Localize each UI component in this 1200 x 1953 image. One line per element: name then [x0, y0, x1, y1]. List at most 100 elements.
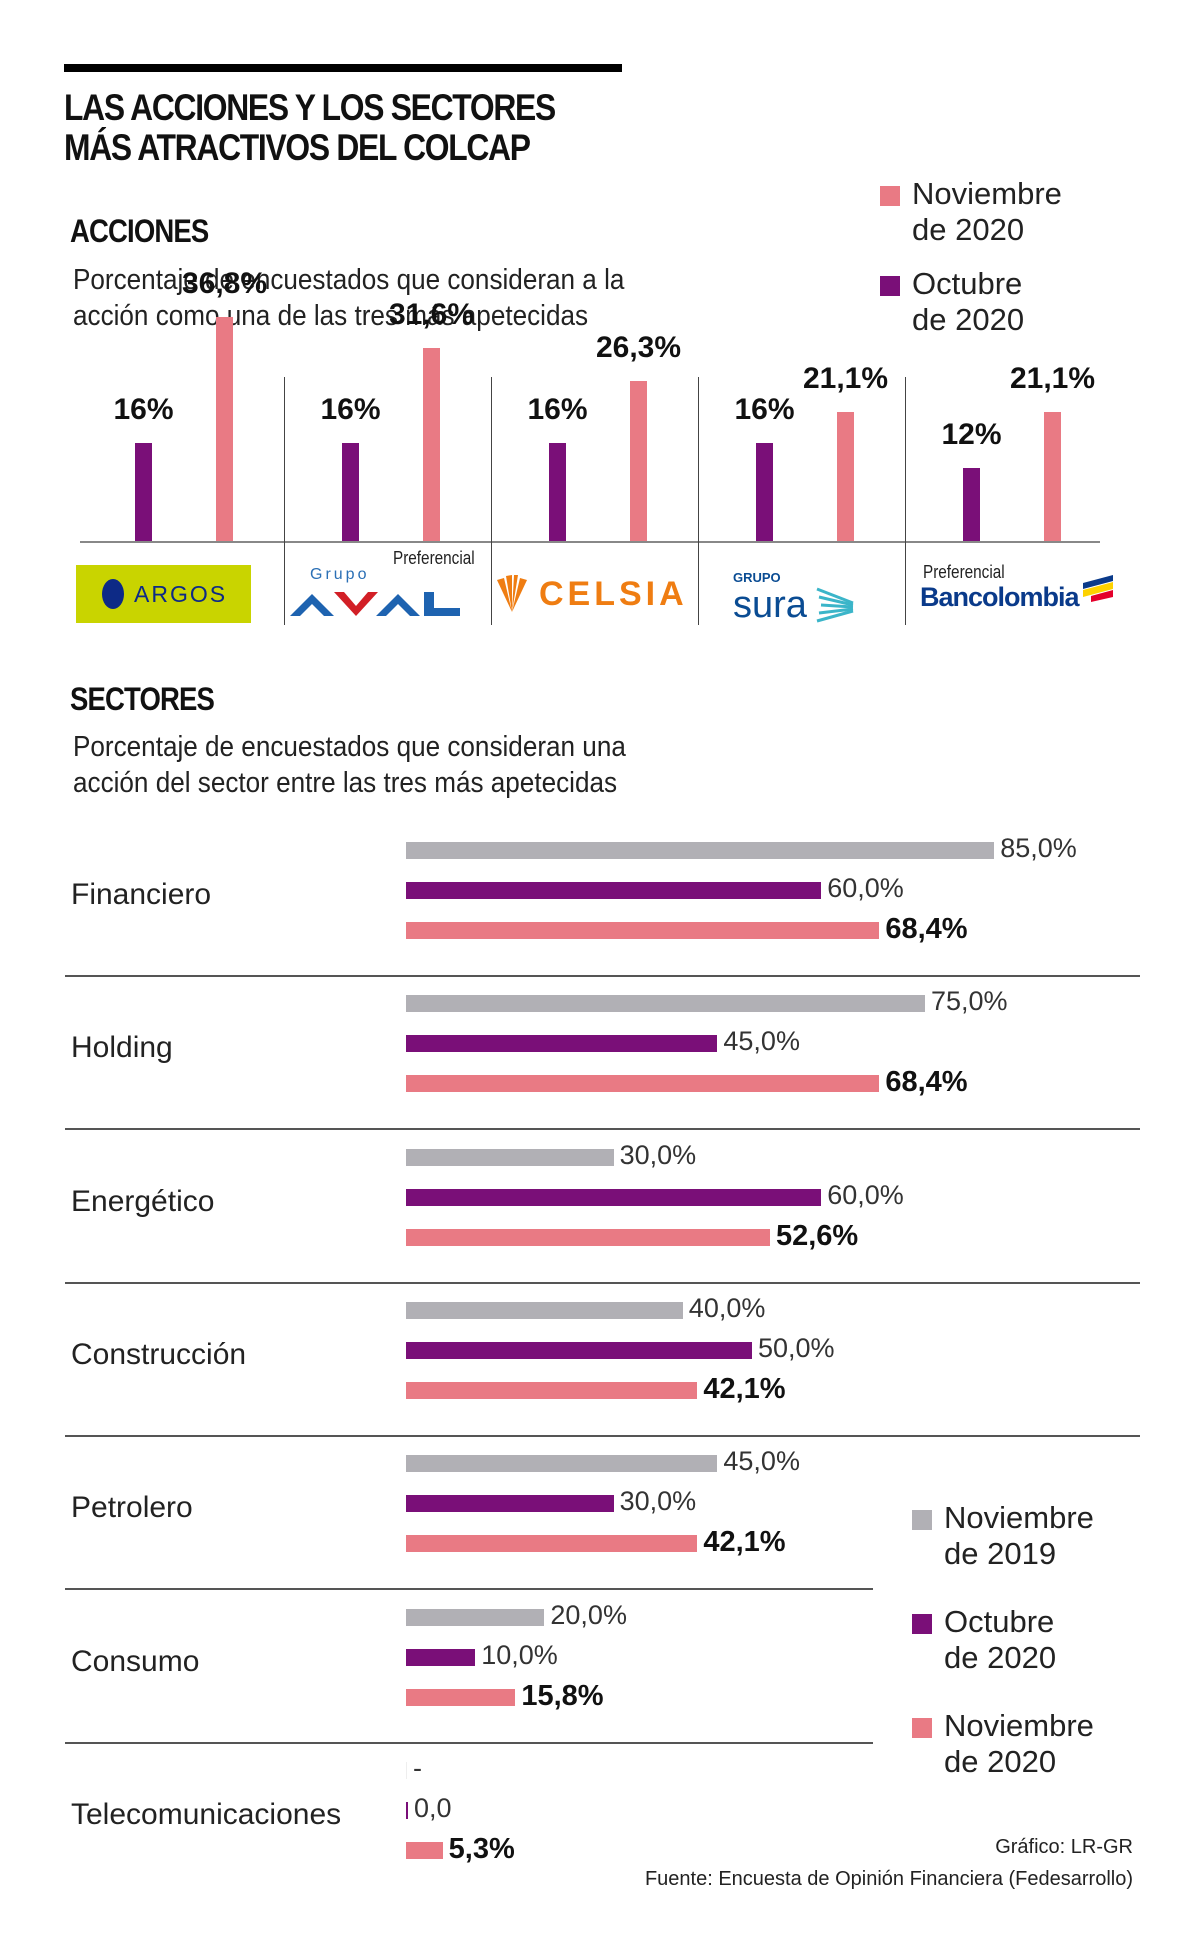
- bar-value-label: 45,0%: [723, 1446, 800, 1477]
- bar-nov-2020: [423, 348, 440, 541]
- bar-oct-2020: [406, 1341, 752, 1359]
- sector-label: Holding: [71, 1031, 173, 1065]
- bar-nov-2019: [406, 842, 995, 859]
- bar-nov-2020: [406, 1688, 516, 1706]
- legend-label: de 2020: [912, 302, 1025, 337]
- bar-value-label: 50,0%: [758, 1332, 835, 1363]
- bar-value-label: 68,4%: [885, 913, 968, 945]
- bar-value-label: 10,0%: [481, 1639, 558, 1670]
- legend-label: Noviembre: [912, 176, 1062, 211]
- legend-swatch-icon: [880, 186, 900, 206]
- acciones-legend: Noviembre de 2020 Octubre de 2020: [880, 176, 1062, 338]
- bar-value-label: 52,6%: [775, 1219, 859, 1252]
- bar-value-label: 60,0%: [827, 1179, 904, 1210]
- bar-value-label: 36,8%: [181, 266, 268, 300]
- sector-label: Construcción: [71, 1337, 247, 1371]
- group-divider: [698, 377, 699, 625]
- bar-oct-2020: [549, 443, 566, 541]
- bar-value-label: 21,1%: [802, 362, 889, 396]
- bar-nov-2020: [406, 1841, 443, 1859]
- bar-value-label: 15,8%: [521, 1679, 604, 1712]
- legend-label: de 2020: [944, 1640, 1057, 1675]
- logo-sura-prefix: GRUPO: [733, 570, 781, 585]
- bar-nov-2019: [406, 1148, 614, 1166]
- page-title: LAS ACCIONES Y LOS SECTORES MÁS ATRACTIV…: [64, 87, 556, 168]
- logo-argos: ARGOS: [76, 565, 251, 623]
- bar-value-label: 42,1%: [703, 1372, 786, 1405]
- argos-emblem-icon: [102, 579, 124, 609]
- bar-value-label: 31,6%: [388, 298, 475, 332]
- bar-value-label: 60,0%: [827, 873, 904, 903]
- row-separator: [65, 1588, 873, 1591]
- bar-value-label: 68,4%: [885, 1066, 968, 1099]
- bar-nov-2019: [406, 995, 925, 1013]
- acciones-subtitle-line: acción como una de las tres más apetecid…: [73, 300, 589, 332]
- logo-celsia: CELSIA: [493, 574, 688, 614]
- legend-label: Noviembre: [944, 1500, 1094, 1535]
- bar-value-label: 16%: [320, 393, 381, 427]
- bar-nov-2019: [406, 1455, 718, 1473]
- bar-oct-2020: [135, 443, 152, 541]
- bar-nov-2019: [406, 1761, 407, 1779]
- logo-aval-prefix: Grupo: [310, 566, 370, 583]
- legend-item-nov-2020: Noviembre de 2020: [880, 176, 1062, 248]
- legend-item-oct-2020: Octubre de 2020: [912, 1604, 1094, 1676]
- logo-sura: GRUPO sura: [733, 570, 857, 625]
- bar-value-label: 0,0: [414, 1792, 452, 1823]
- legend-item-nov-2020: Noviembre de 2020: [912, 1708, 1094, 1780]
- bar-value-label: 16%: [527, 393, 588, 427]
- bar-nov-2020: [216, 316, 233, 541]
- group-divider: [905, 377, 906, 625]
- bar-value-label: 16%: [734, 393, 795, 427]
- bar-oct-2020: [963, 467, 980, 541]
- bancolombia-preferencial-note: Preferencial: [923, 562, 1005, 582]
- sectores-subtitle-line: Porcentaje de encuestados que consideran…: [73, 731, 626, 763]
- sura-wing-icon: [816, 587, 854, 623]
- bar-oct-2020: [406, 1188, 822, 1206]
- sectores-subtitle-line: acción del sector entre las tres más ape…: [73, 767, 618, 799]
- bar-nov-2019: [406, 1301, 683, 1319]
- celsia-sun-icon: [497, 575, 527, 612]
- bar-value-label: 21,1%: [1009, 362, 1096, 396]
- bar-value-label: 45,0%: [723, 1026, 800, 1057]
- legend-label: Octubre: [912, 266, 1023, 301]
- bar-oct-2020: [406, 1035, 718, 1053]
- bar-nov-2020: [406, 1381, 698, 1399]
- bar-nov-2020: [406, 1535, 698, 1553]
- bar-value-label: 42,1%: [703, 1526, 786, 1559]
- title-line-1: LAS ACCIONES Y LOS SECTORES: [64, 87, 556, 128]
- group-divider: [491, 377, 492, 625]
- sectores-legend: Noviembre de 2019 Octubre de 2020 Noviembr…: [912, 1500, 1094, 1780]
- bar-value-label: 20,0%: [550, 1599, 627, 1630]
- bar-value-label: -: [413, 1752, 422, 1783]
- row-separator: [65, 1741, 873, 1744]
- legend-swatch-icon: [912, 1614, 932, 1634]
- bar-nov-2020: [1044, 412, 1061, 541]
- legend-label: de 2020: [912, 212, 1025, 247]
- acciones-subtitle-line: Porcentaje de encuestados que consideran…: [73, 264, 625, 296]
- logo-sura-text: sura: [733, 584, 807, 626]
- bar-nov-2020: [837, 412, 854, 541]
- bar-value-label: 12%: [941, 417, 1002, 451]
- legend-swatch-icon: [880, 276, 900, 296]
- logo-celsia-text: CELSIA: [539, 574, 688, 613]
- graphic-credit: Gráfico: LR-GR: [995, 1836, 1133, 1858]
- logo-bancolombia: Bancolombia: [920, 574, 1115, 613]
- bancolombia-flag-icon: [1082, 574, 1113, 602]
- legend-label: de 2019: [944, 1536, 1057, 1571]
- sector-label: Telecomunicaciones: [71, 1797, 342, 1831]
- sectores-heading: SECTORES: [70, 681, 215, 717]
- acciones-subtitle: Porcentaje de encuestados que consideran…: [73, 262, 624, 334]
- bar-oct-2020: [406, 1801, 408, 1819]
- sector-label: Energético: [71, 1184, 215, 1218]
- aval-logo-icon: [290, 592, 460, 616]
- bar-value-label: 26,3%: [595, 330, 682, 364]
- sector-label: Financiero: [71, 878, 212, 911]
- bar-value-label: 30,0%: [619, 1486, 697, 1517]
- sector-label: Consumo: [71, 1644, 200, 1678]
- bar-value-label: 5,3%: [448, 1832, 515, 1865]
- row-separator: [65, 1128, 1140, 1131]
- bar-oct-2020: [756, 443, 773, 541]
- title-rule: [64, 64, 622, 72]
